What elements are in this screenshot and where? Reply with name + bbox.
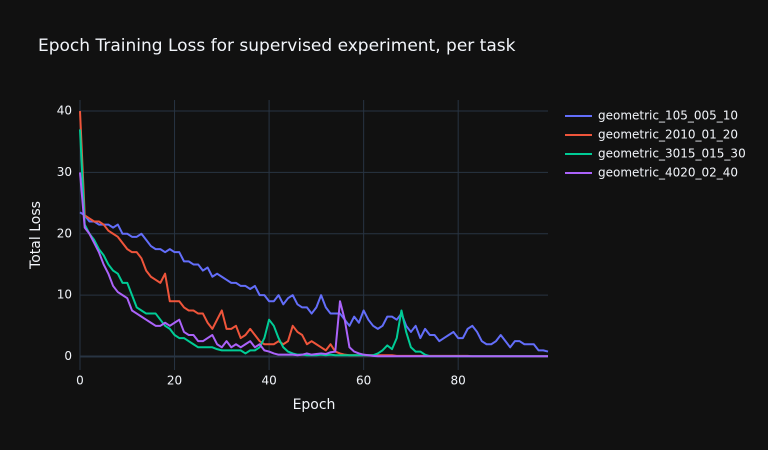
- legend-label: geometric_2010_01_20: [598, 128, 738, 142]
- y-axis-title: Total Loss: [28, 201, 44, 270]
- x-tick-label: 40: [261, 374, 276, 388]
- x-axis-title: Epoch: [293, 397, 336, 413]
- x-tick-label: 0: [76, 374, 84, 388]
- chart-title: Epoch Training Loss for supervised exper…: [38, 36, 516, 56]
- series-line: [79, 211, 549, 353]
- y-tick-label: 30: [57, 165, 72, 179]
- y-tick-label: 20: [57, 226, 72, 240]
- x-tick-label: 20: [167, 374, 182, 388]
- y-tick-label: 40: [57, 104, 72, 118]
- series-line: [79, 172, 548, 358]
- y-tick-label: 0: [64, 349, 72, 363]
- legend-label: geometric_3015_015_30: [598, 147, 746, 161]
- x-tick-label: 60: [356, 374, 371, 388]
- y-tick-label: 10: [57, 288, 72, 302]
- legend-label: geometric_105_005_10: [598, 109, 738, 123]
- legend-label: geometric_4020_02_40: [598, 166, 738, 180]
- x-tick-label: 80: [451, 374, 466, 388]
